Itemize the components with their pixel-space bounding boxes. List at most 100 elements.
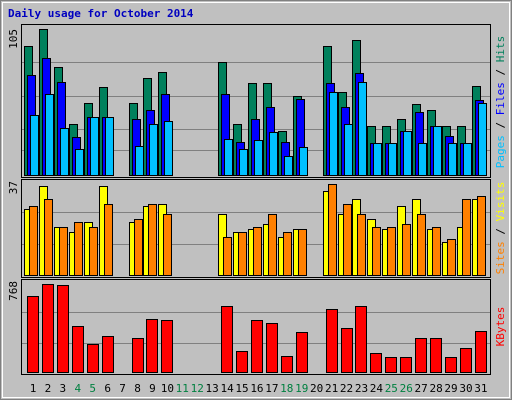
bar (75, 149, 84, 176)
bar (221, 306, 233, 373)
legend: Pages / Files / Hits (494, 36, 507, 169)
legend-separator: / (494, 115, 507, 135)
x-tick-label: 16 (250, 382, 263, 395)
bar (402, 224, 411, 276)
x-tick-label: 12 (191, 382, 204, 395)
x-tick-label: 23 (355, 382, 368, 395)
bar (269, 132, 278, 176)
bar (102, 336, 114, 373)
y-tick-label: 105 (7, 29, 20, 49)
bar (358, 82, 367, 176)
x-tick-label: 24 (370, 382, 384, 395)
legend-entry: Files (494, 82, 507, 115)
x-tick-label: 4 (74, 382, 81, 395)
bar (370, 353, 382, 373)
bar (42, 284, 54, 373)
bar (148, 204, 157, 276)
bar (418, 143, 427, 176)
bar (357, 214, 366, 276)
bar (403, 131, 412, 176)
bar (445, 357, 457, 373)
bar (432, 227, 441, 276)
bar (239, 149, 248, 176)
bar (417, 214, 426, 276)
bar (134, 219, 143, 276)
bar (224, 139, 233, 176)
legend-entry: Sites (494, 241, 507, 274)
bar (149, 124, 158, 176)
x-tick-label: 11 (176, 382, 189, 395)
bar (74, 222, 83, 276)
y-tick-label: 768 (7, 281, 20, 301)
bar (447, 239, 456, 276)
bar (355, 306, 367, 373)
bar (135, 146, 144, 176)
bar (72, 326, 84, 373)
bar (266, 323, 278, 373)
bar (29, 206, 38, 276)
x-tick-label: 15 (235, 382, 248, 395)
bar (328, 184, 337, 276)
bar (385, 357, 397, 373)
bar (236, 351, 248, 373)
bar (87, 344, 99, 373)
x-tick-label: 17 (265, 382, 278, 395)
bar (163, 214, 172, 276)
x-tick-label: 19 (295, 382, 308, 395)
bar (251, 320, 263, 373)
x-tick-label: 21 (325, 382, 338, 395)
bar (253, 227, 262, 276)
bar (373, 143, 382, 176)
legend-entry: Hits (494, 36, 507, 63)
y-tick-label: 37 (7, 181, 20, 194)
bar (223, 237, 232, 276)
bar (57, 285, 69, 373)
bar (387, 227, 396, 276)
legend-separator: / (494, 62, 507, 82)
x-tick-label: 25 (385, 382, 398, 395)
x-tick-label: 14 (220, 382, 234, 395)
bar (475, 331, 487, 373)
bar (164, 121, 173, 176)
x-tick-label: 28 (429, 382, 442, 395)
bar (254, 140, 263, 176)
legend-entry: Visits (494, 182, 507, 222)
bar (89, 227, 98, 276)
x-tick-label: 29 (444, 382, 457, 395)
bar (59, 227, 68, 276)
bar (341, 328, 353, 373)
x-tick-label: 8 (134, 382, 141, 395)
bar (268, 214, 277, 276)
x-tick-label: 31 (474, 382, 487, 395)
bar (344, 124, 353, 176)
x-tick-label: 7 (119, 382, 126, 395)
bar (462, 199, 471, 276)
x-tick-label: 10 (161, 382, 174, 395)
bar (44, 199, 53, 276)
x-tick-label: 1 (30, 382, 37, 395)
legend: KBytes (494, 307, 507, 347)
bar (326, 309, 338, 373)
bar (283, 232, 292, 276)
bar (388, 143, 397, 176)
x-tick-label: 6 (104, 382, 111, 395)
bar (296, 332, 308, 373)
x-tick-label: 22 (340, 382, 353, 395)
x-tick-label: 18 (280, 382, 293, 395)
bar (298, 229, 307, 276)
legend: Sites / Visits (494, 182, 507, 275)
x-tick-label: 2 (45, 382, 52, 395)
bar (30, 115, 39, 176)
bar (329, 92, 338, 176)
x-tick-label: 9 (149, 382, 156, 395)
legend-entry: Pages (494, 135, 507, 168)
bar (448, 143, 457, 176)
legend-entry: KBytes (494, 307, 507, 347)
x-tick-label: 26 (400, 382, 413, 395)
x-tick-label: 13 (206, 382, 219, 395)
bar (45, 94, 54, 176)
bar (161, 320, 173, 373)
x-tick-label: 30 (459, 382, 472, 395)
